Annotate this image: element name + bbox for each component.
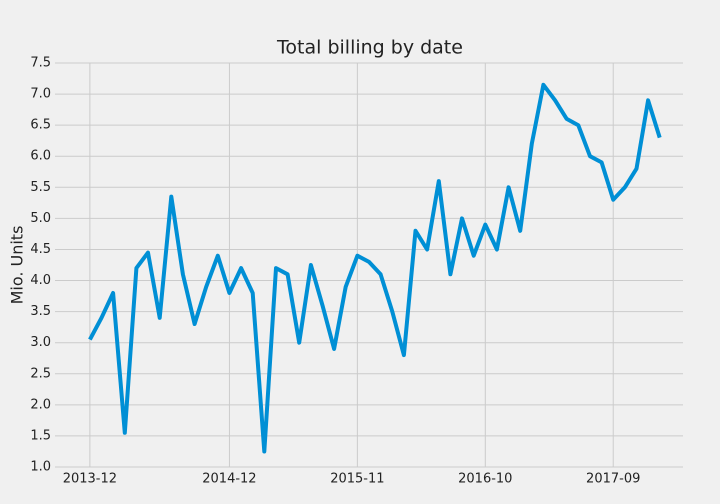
y-tick-label: 6.0 (30, 149, 51, 164)
y-tick-label: 2.0 (30, 397, 51, 412)
y-tick-label: 7.5 (30, 56, 51, 71)
x-tick-label: 2016-10 (458, 472, 512, 487)
y-tick-label: 4.5 (30, 242, 51, 257)
x-tick-label: 2013-12 (63, 472, 117, 487)
x-tick-label: 2014-12 (202, 472, 256, 487)
y-tick-label: 1.5 (30, 428, 51, 443)
y-tick-label: 3.5 (30, 304, 51, 319)
chart-title: Total billing by date (276, 37, 463, 59)
y-tick-label: 1.0 (30, 460, 51, 475)
y-tick-label: 5.0 (30, 211, 51, 226)
y-tick-label: 2.5 (30, 366, 51, 381)
y-tick-label: 6.5 (30, 118, 51, 133)
y-tick-label: 3.0 (30, 335, 51, 350)
x-tick-label: 2015-11 (330, 472, 384, 487)
x-tick-label: 2017-09 (586, 472, 640, 487)
y-tick-label: 7.0 (30, 87, 51, 102)
y-axis-label: Mio. Units (8, 226, 27, 305)
data-line (88, 82, 662, 454)
y-tick-label: 4.0 (30, 273, 51, 288)
y-tick-label: 5.5 (30, 180, 51, 195)
